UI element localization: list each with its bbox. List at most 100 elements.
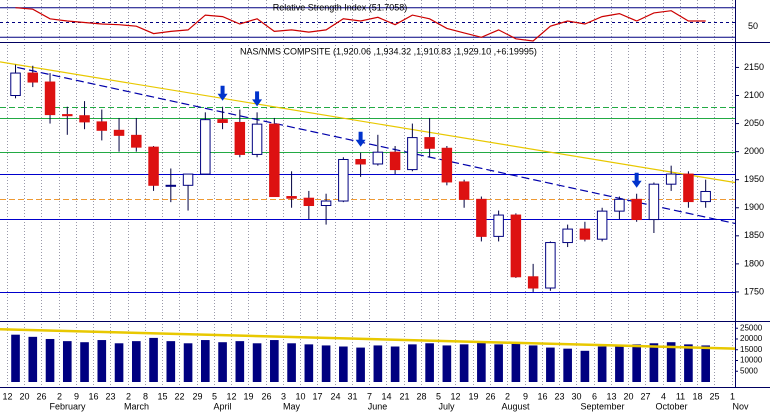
candle-body [320, 200, 332, 207]
x-tick-label: 3 [281, 391, 286, 401]
volume-bar [580, 350, 590, 382]
x-tick-label: 9 [74, 391, 79, 401]
x-tick-label: 20 [19, 391, 29, 401]
x-tick-label: 31 [347, 391, 357, 401]
month-label: July [438, 401, 455, 411]
volume-bar [235, 341, 245, 382]
volume-bar [563, 348, 572, 382]
volume-bar [166, 341, 176, 382]
trendline [0, 61, 736, 184]
arrow-marker [355, 131, 366, 147]
month-label: February [49, 401, 86, 411]
volume-bar [390, 346, 400, 382]
volume-bar [684, 344, 693, 382]
volume-bar [339, 346, 348, 382]
x-tick-label: 25 [709, 391, 719, 401]
x-tick-label: 29 [192, 391, 202, 401]
candle-body [527, 276, 539, 289]
candle-body [493, 214, 504, 237]
x-tick-label: 8 [143, 391, 148, 401]
y-tick-label: 2150 [744, 62, 764, 72]
x-tick-label: 7 [367, 391, 372, 401]
x-tick-label: 15 [157, 391, 167, 401]
volume-bar [442, 345, 452, 382]
x-tick-label: 14 [381, 391, 391, 401]
candle-body [372, 151, 384, 165]
x-tick-label: 26 [485, 391, 495, 401]
x-tick-label: 10 [295, 391, 305, 401]
x-tick-label: 5 [436, 391, 441, 401]
month-label: October [655, 401, 687, 411]
candle-body [148, 146, 159, 186]
volume-bar [597, 346, 607, 382]
x-tick-label: 12 [226, 391, 236, 401]
candle-body [441, 147, 453, 183]
x-tick-label: 30 [571, 391, 581, 401]
volume-tick-label: 15000 [740, 345, 763, 354]
candle-body [700, 190, 711, 203]
x-tick-label: 11 [676, 391, 685, 401]
x-tick-label: 18 [692, 391, 702, 401]
month-label: June [368, 401, 388, 411]
x-tick-label: 12 [2, 391, 12, 401]
volume-bar [666, 342, 676, 382]
volume-bar [425, 343, 434, 382]
x-tick-label: 16 [88, 391, 98, 401]
month-label: April [213, 401, 231, 411]
volume-tick-label: 20000 [740, 334, 763, 343]
x-tick-label: 21 [399, 391, 409, 401]
y-tick-label: 1950 [744, 174, 764, 184]
month-label: August [501, 401, 530, 411]
x-tick-label: 20 [623, 391, 633, 401]
x-tick-label: 9 [523, 391, 528, 401]
y-tick-label: 2100 [744, 90, 764, 100]
candle-body [407, 137, 418, 171]
x-tick-label: 1 [730, 391, 735, 401]
y-tick-label: 1800 [744, 258, 764, 268]
candle-body [355, 158, 366, 165]
candle-body [458, 181, 470, 200]
volume-bar [80, 342, 89, 382]
volume-bar [304, 344, 314, 382]
candle-body [338, 158, 349, 202]
x-tick-label: 26 [36, 391, 46, 401]
x-tick-label: 4 [661, 391, 666, 401]
volume-bar [28, 336, 38, 382]
candle-body [562, 228, 573, 244]
candle-body [165, 184, 177, 187]
candle-body [96, 121, 108, 131]
y-tick-label: 1900 [744, 202, 764, 212]
volume-tick-label: 10000 [740, 356, 763, 365]
x-tick-label: 19 [468, 391, 478, 401]
candle-body [683, 173, 694, 203]
x-tick-label: 24 [330, 391, 340, 401]
candle-body [510, 214, 522, 278]
volume-bar [615, 345, 624, 382]
volume-bar [183, 343, 193, 382]
candle-body [303, 197, 315, 207]
y-tick-label: 1750 [744, 286, 764, 296]
price-title: NAS/NMS COMPSITE (1,920.06 ,1,934.32 ,1,… [240, 46, 537, 56]
x-tick-label: 26 [261, 391, 271, 401]
volume-bar [131, 341, 141, 382]
x-tick-label: 28 [416, 391, 426, 401]
y-tick-label: 2050 [744, 118, 764, 128]
volume-bar [494, 344, 503, 382]
month-label: Nov [732, 401, 749, 411]
month-label: September [580, 401, 624, 411]
x-tick-label: 16 [537, 391, 547, 401]
month-label: May [283, 401, 301, 411]
volume-bar [201, 340, 210, 382]
volume-bar [408, 344, 417, 382]
x-tick-label: 17 [312, 391, 322, 401]
candle-body [251, 123, 263, 155]
volume-trendline [0, 328, 736, 350]
candle-body [648, 183, 660, 221]
candle-body [217, 119, 228, 123]
candle-body [234, 121, 246, 155]
candle-body [131, 134, 142, 148]
x-tick-label: 2 [505, 391, 510, 401]
arrow-marker [631, 172, 642, 188]
volume-bar [218, 342, 227, 382]
